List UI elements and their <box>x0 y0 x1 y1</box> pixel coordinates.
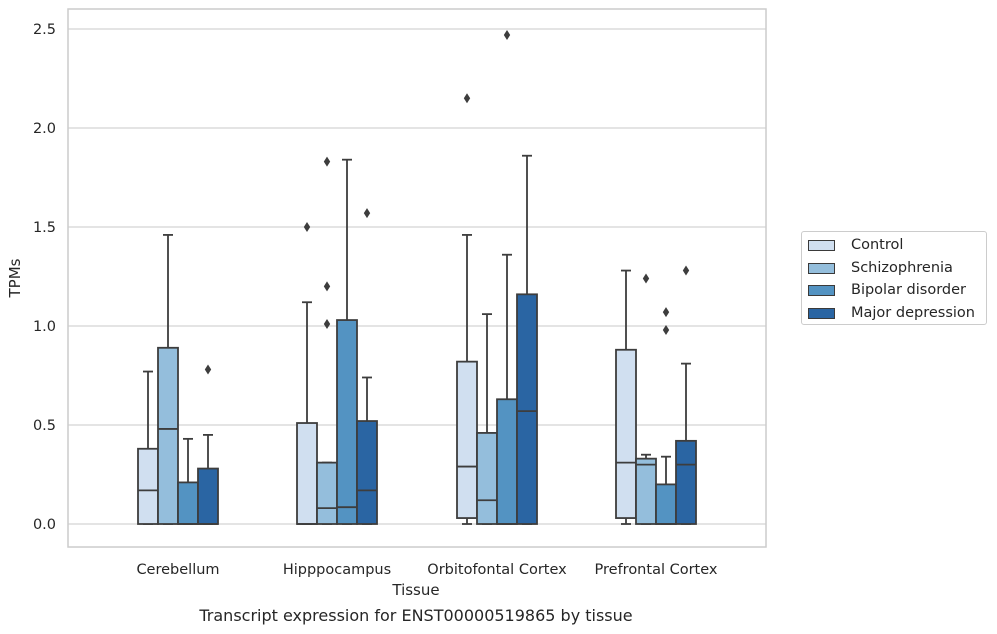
y-axis-label: TPMs <box>6 258 24 298</box>
box-iqr <box>655 483 677 525</box>
box-iqr <box>516 293 538 525</box>
legend-item-major-depression: Major depression <box>808 303 975 323</box>
legend-label-bipolar-disorder: Bipolar disorder <box>851 282 966 298</box>
legend-item-bipolar-disorder: Bipolar disorder <box>808 280 966 300</box>
legend-item-control: Control <box>808 235 903 255</box>
y-tick-labels: 0.0 0.5 1.0 1.5 2.0 2.5 <box>33 22 56 533</box>
outlier-point <box>363 208 371 219</box>
box-iqr <box>296 422 318 525</box>
box-iqr <box>316 461 338 525</box>
legend-swatch-schizophrenia <box>808 262 835 274</box>
box-2-3 <box>516 154 538 525</box>
box-iqr <box>197 467 219 525</box>
outlier-point <box>463 93 471 104</box>
outlier-point <box>303 222 311 232</box>
box-2-2 <box>496 29 518 525</box>
chart-caption: Transcript expression for ENST0000051986… <box>199 606 633 625</box>
legend-swatch-control <box>808 239 835 251</box>
outlier-point <box>323 156 331 167</box>
box-0-0 <box>137 370 159 525</box>
box-iqr <box>496 398 518 525</box>
x-tick-labels: Cerebellum Hipppocampus Orbitofontal Corte… <box>136 562 717 578</box>
box-1-1 <box>316 156 338 525</box>
y-tick-label: 0.5 <box>33 418 56 434</box>
box-iqr <box>137 447 159 525</box>
outlier-point <box>323 319 331 330</box>
box-3-1 <box>635 273 657 525</box>
y-tick-label: 1.0 <box>33 319 56 335</box>
x-tick-label: Hipppocampus <box>283 562 391 578</box>
outlier-point <box>503 29 511 40</box>
box-3-2 <box>655 307 677 525</box>
x-tick-label: Orbitofontal Cortex <box>427 562 567 578</box>
legend-label-major-depression: Major depression <box>851 305 975 321</box>
box-1-2 <box>336 158 358 525</box>
y-tick-label: 2.0 <box>33 121 56 137</box>
box-iqr <box>635 457 657 525</box>
outlier-point <box>662 324 670 335</box>
box-iqr <box>675 439 697 525</box>
outlier-point <box>642 273 650 284</box>
box-0-1 <box>157 234 179 525</box>
outlier-point <box>682 265 690 276</box>
outlier-point <box>323 281 331 292</box>
box-3-0 <box>615 269 637 525</box>
box-2-0 <box>456 93 478 525</box>
box-series <box>137 29 697 525</box>
x-tick-label: Prefrontal Cortex <box>595 562 718 578</box>
box-iqr <box>476 432 498 525</box>
legend-swatch-bipolar-disorder <box>808 284 835 296</box>
legend: Control Schizophrenia Bipolar disorder M… <box>801 231 987 325</box>
y-tick-label: 1.5 <box>33 220 56 236</box>
legend-swatch-major-depression <box>808 307 835 319</box>
box-2-1 <box>476 313 498 525</box>
box-iqr <box>336 319 358 525</box>
box-iqr <box>456 360 478 519</box>
box-1-3 <box>356 208 378 525</box>
legend-label-schizophrenia: Schizophrenia <box>851 260 953 276</box>
y-tick-label: 2.5 <box>33 22 56 38</box>
box-iqr <box>356 420 378 525</box>
y-tick-label: 0.0 <box>33 517 56 533</box>
outlier-point <box>662 307 670 318</box>
box-iqr <box>177 481 199 525</box>
x-tick-label: Cerebellum <box>136 562 219 578</box>
legend-label-control: Control <box>851 237 904 253</box>
box-0-2 <box>177 437 199 525</box>
x-axis-label: Tissue <box>391 581 439 599</box>
box-0-3 <box>197 364 219 525</box>
legend-item-schizophrenia: Schizophrenia <box>808 258 953 278</box>
box-iqr <box>157 346 179 525</box>
plot-frame <box>67 8 767 548</box>
box-1-0 <box>296 222 318 525</box>
box-iqr <box>615 348 637 519</box>
box-3-3 <box>675 265 697 525</box>
outlier-point <box>204 364 212 375</box>
